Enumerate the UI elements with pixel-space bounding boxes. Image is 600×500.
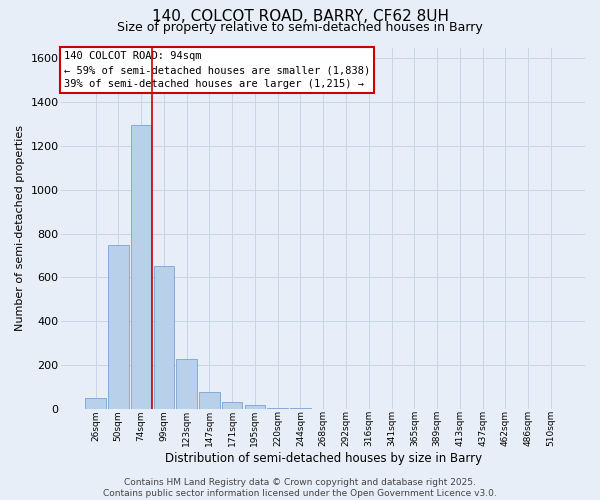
Text: Contains HM Land Registry data © Crown copyright and database right 2025.
Contai: Contains HM Land Registry data © Crown c… <box>103 478 497 498</box>
Text: Size of property relative to semi-detached houses in Barry: Size of property relative to semi-detach… <box>117 21 483 34</box>
Bar <box>108 244 128 408</box>
Bar <box>85 398 106 408</box>
Bar <box>154 266 174 408</box>
Bar <box>176 360 197 408</box>
Text: 140 COLCOT ROAD: 94sqm
← 59% of semi-detached houses are smaller (1,838)
39% of : 140 COLCOT ROAD: 94sqm ← 59% of semi-det… <box>64 51 370 89</box>
Bar <box>199 392 220 408</box>
Y-axis label: Number of semi-detached properties: Number of semi-detached properties <box>15 125 25 331</box>
Bar <box>131 125 151 408</box>
Bar <box>222 402 242 408</box>
X-axis label: Distribution of semi-detached houses by size in Barry: Distribution of semi-detached houses by … <box>164 452 482 465</box>
Bar <box>245 406 265 408</box>
Text: 140, COLCOT ROAD, BARRY, CF62 8UH: 140, COLCOT ROAD, BARRY, CF62 8UH <box>151 9 449 24</box>
